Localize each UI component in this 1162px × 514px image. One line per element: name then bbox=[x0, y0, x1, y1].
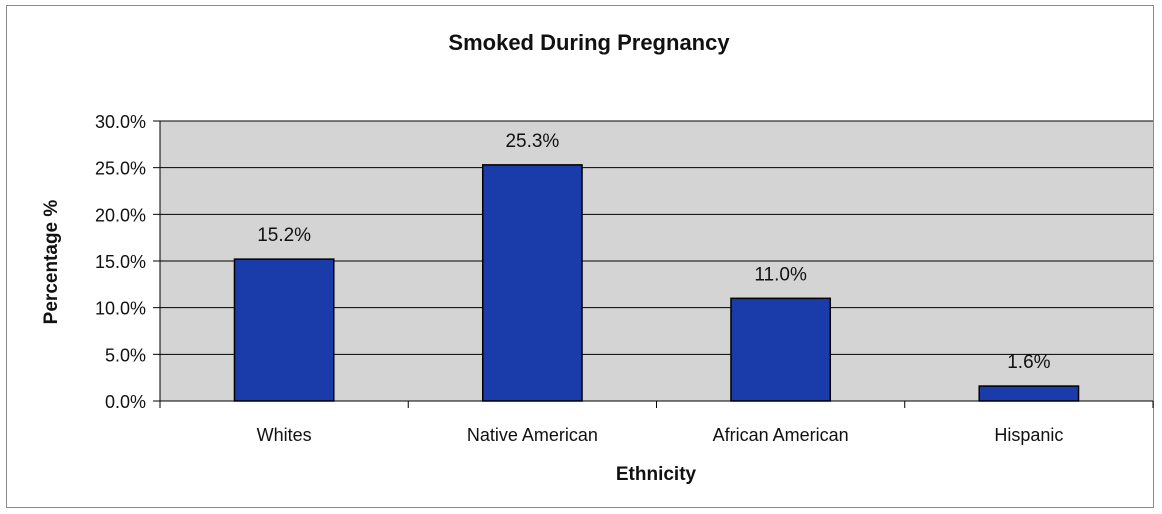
bar bbox=[481, 164, 583, 402]
x-axis-title: Ethnicity bbox=[616, 464, 697, 485]
y-tick-label: 30.0% bbox=[95, 112, 146, 132]
x-category-label: African American bbox=[713, 425, 849, 445]
y-axis-title: Percentage % bbox=[41, 200, 62, 325]
y-tick-label: 25.0% bbox=[95, 159, 146, 179]
data-label: 25.3% bbox=[505, 131, 559, 152]
bar bbox=[730, 297, 832, 402]
x-category-label: Hispanic bbox=[994, 425, 1063, 445]
data-label: 11.0% bbox=[754, 264, 807, 285]
bar bbox=[233, 258, 335, 402]
chart-title: Smoked During Pregnancy bbox=[448, 30, 730, 55]
y-tick-label: 5.0% bbox=[105, 345, 146, 365]
axes bbox=[153, 120, 1154, 408]
bar bbox=[978, 385, 1080, 402]
x-category-label: Native American bbox=[467, 425, 598, 445]
y-tick-label: 20.0% bbox=[95, 205, 146, 225]
data-label: 1.6% bbox=[1007, 352, 1050, 373]
labels: 0.0% 5.0% 10.0% 15.0% 20.0% 25.0% 30.0% 15.2% Wh… bbox=[95, 112, 1063, 445]
y-tick-label: 10.0% bbox=[95, 299, 146, 319]
y-tick-label: 15.0% bbox=[95, 252, 146, 272]
y-tick-label: 0.0% bbox=[105, 392, 146, 412]
data-label: 15.2% bbox=[257, 225, 311, 246]
x-category-label: Whites bbox=[257, 425, 312, 445]
bars bbox=[233, 164, 1080, 402]
